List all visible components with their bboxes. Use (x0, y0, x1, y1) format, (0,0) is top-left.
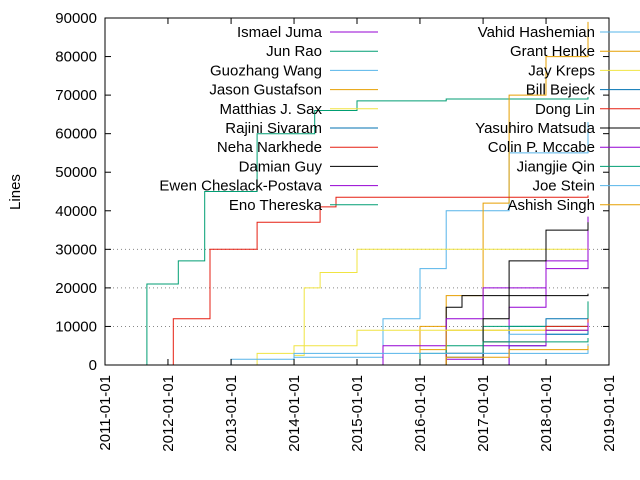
y-tick-label-7: 70000 (55, 87, 97, 104)
y-tick-label-5: 50000 (55, 164, 97, 181)
y-tick-label-2: 20000 (55, 280, 97, 297)
axes: 0 10000 20000 30000 40000 50000 60000 70000 8000… (55, 10, 618, 452)
series-line-12 (194, 326, 589, 366)
legend-label-11: Grant Henke (510, 43, 595, 60)
series-line-1 (141, 97, 589, 366)
x-tick-label-5: 2016-01-01 (412, 375, 429, 452)
series-line-10 (404, 322, 589, 366)
x-tick-label-6: 2017-01-01 (475, 375, 492, 452)
x-tick-label-1: 2012-01-01 (160, 375, 177, 452)
y-tick-label-0: 0 (89, 357, 97, 374)
series-line-15 (446, 222, 589, 366)
y-tick-label-4: 40000 (55, 203, 97, 220)
legend-label-18: Joe Stein (532, 178, 595, 195)
y-tick-label-8: 80000 (55, 49, 97, 66)
legend-label-19: Ashish Singh (507, 197, 595, 214)
legend-label-4: Matthias J. Sax (219, 101, 322, 118)
legend-label-5: Rajini Sivaram (225, 120, 322, 137)
legend-label-8: Ewen Cheslack-Postava (159, 178, 322, 195)
legend-label-1: Jun Rao (266, 43, 322, 60)
legend-label-2: Guozhang Wang (210, 62, 322, 79)
series-line-3 (383, 21, 589, 366)
legend-label-16: Colin P. Mccabe (488, 139, 595, 156)
series-line-4 (267, 247, 589, 366)
x-tick-label-8: 2019-01-01 (601, 375, 618, 452)
legend-label-0: Ismael Juma (237, 24, 323, 41)
y-tick-label-9: 90000 (55, 10, 97, 27)
legend-label-12: Jay Kreps (528, 62, 595, 79)
legend-label-14: Dong Lin (535, 101, 595, 118)
y-axis-label: Lines (7, 174, 24, 210)
legend-label-6: Neha Narkhede (217, 139, 322, 156)
x-tick-label-0: 2011-01-01 (97, 375, 114, 451)
y-tick-label-6: 60000 (55, 126, 97, 143)
y-tick-label-1: 10000 (55, 318, 97, 335)
legend-label-15: Yasuhiro Matsuda (475, 120, 595, 137)
series-line-17 (357, 338, 589, 366)
legend-label-7: Damian Guy (239, 158, 323, 175)
series-line-19 (383, 345, 589, 366)
x-tick-label-7: 2018-01-01 (538, 375, 555, 452)
y-tick-label-3: 30000 (55, 241, 97, 258)
series-line-8 (341, 247, 589, 366)
legend-label-10: Vahid Hashemian (478, 24, 595, 41)
legend: Ismael Juma Jun Rao Guozhang Wang Jason Gus… (159, 24, 640, 214)
legend-label-3: Jason Gustafson (209, 82, 322, 99)
series-line-0 (393, 216, 589, 366)
series-line-6 (146, 195, 589, 366)
series-line-9 (404, 301, 589, 366)
x-tick-label-2: 2013-01-01 (223, 375, 240, 452)
legend-label-13: Bill Bejeck (526, 82, 596, 99)
legend-label-17: Jiangjie Qin (517, 158, 595, 175)
series-layer (141, 21, 589, 366)
series-line-7 (414, 293, 589, 366)
x-tick-label-3: 2014-01-01 (286, 375, 303, 452)
series-line-16 (446, 322, 589, 366)
legend-label-9: Eno Thereska (229, 197, 323, 214)
x-tick-label-4: 2015-01-01 (349, 375, 366, 452)
